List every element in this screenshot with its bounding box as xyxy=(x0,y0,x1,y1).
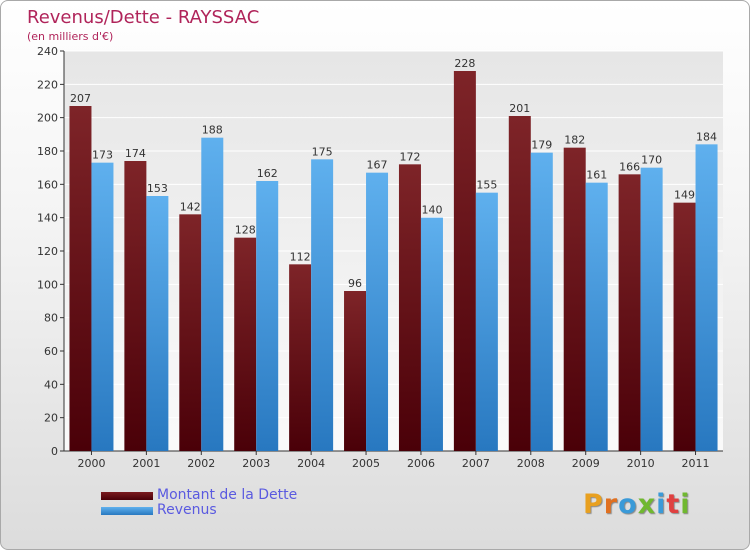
data-label-debt: 207 xyxy=(70,92,91,105)
y-tick-label: 20 xyxy=(44,412,58,425)
data-label-revenue: 153 xyxy=(147,182,168,195)
data-label-debt: 201 xyxy=(509,102,530,115)
bar-debt xyxy=(234,237,257,451)
bar-debt xyxy=(344,291,367,451)
data-label-revenue: 170 xyxy=(641,154,662,167)
y-tick-label: 120 xyxy=(37,245,58,258)
data-label-debt: 174 xyxy=(125,147,146,160)
x-tick-label: 2009 xyxy=(572,457,600,470)
bar-debt xyxy=(179,214,202,451)
y-tick-label: 180 xyxy=(37,145,58,158)
legend-swatch-revenue xyxy=(101,507,153,515)
x-tick-label: 2001 xyxy=(132,457,160,470)
data-label-debt: 112 xyxy=(290,250,311,263)
x-tick-label: 2000 xyxy=(77,457,105,470)
bar-debt xyxy=(398,164,421,452)
x-tick-label: 2011 xyxy=(682,457,710,470)
data-label-revenue: 155 xyxy=(476,179,497,192)
bar-revenue xyxy=(475,192,498,451)
legend-swatch-debt xyxy=(101,492,153,500)
y-tick-label: 220 xyxy=(37,78,58,91)
bar-revenue xyxy=(530,152,553,451)
chart-subtitle: (en milliers d'€) xyxy=(27,30,114,43)
data-label-debt: 149 xyxy=(674,189,695,202)
data-label-revenue: 167 xyxy=(367,159,388,172)
x-tick-label: 2008 xyxy=(517,457,545,470)
y-tick-label: 160 xyxy=(37,178,58,191)
bar-debt xyxy=(124,161,147,451)
y-tick-label: 140 xyxy=(37,212,58,225)
data-label-debt: 228 xyxy=(454,57,475,70)
y-tick-label: 0 xyxy=(51,445,58,458)
bar-revenue xyxy=(640,167,663,451)
bar-revenue xyxy=(256,181,279,451)
data-label-debt: 172 xyxy=(399,150,420,163)
data-label-debt: 128 xyxy=(235,224,256,237)
data-label-revenue: 179 xyxy=(531,139,552,152)
y-tick-label: 100 xyxy=(37,278,58,291)
bar-debt xyxy=(69,106,92,451)
bar-revenue xyxy=(311,159,334,452)
bar-revenue xyxy=(366,172,389,451)
data-label-revenue: 140 xyxy=(421,204,442,217)
bar-debt xyxy=(673,202,696,451)
y-tick-label: 40 xyxy=(44,378,58,391)
data-label-revenue: 188 xyxy=(202,124,223,137)
bar-revenue xyxy=(420,217,443,451)
x-tick-label: 2010 xyxy=(627,457,655,470)
x-tick-label: 2006 xyxy=(407,457,435,470)
data-label-revenue: 173 xyxy=(92,149,113,162)
x-tick-label: 2007 xyxy=(462,457,490,470)
bar-debt xyxy=(563,147,586,451)
proxiti-logo: Proxiti xyxy=(583,489,691,520)
bar-revenue xyxy=(695,144,718,452)
legend-label-debt: Montant de la Dette xyxy=(157,487,298,503)
bar-debt xyxy=(289,264,312,451)
y-tick-label: 60 xyxy=(44,345,58,358)
x-tick-label: 2002 xyxy=(187,457,215,470)
y-tick-label: 240 xyxy=(37,45,58,58)
data-label-debt: 166 xyxy=(619,160,640,173)
data-label-debt: 96 xyxy=(348,277,362,290)
bar-revenue xyxy=(91,162,114,451)
legend-label-revenue: Revenus xyxy=(157,502,217,518)
x-tick-label: 2005 xyxy=(352,457,380,470)
bar-debt xyxy=(618,174,641,452)
chart-title: Revenus/Dette - RAYSSAC xyxy=(27,7,260,28)
x-tick-label: 2004 xyxy=(297,457,325,470)
bar-revenue xyxy=(201,137,224,451)
data-label-revenue: 161 xyxy=(586,169,607,182)
bar-revenue xyxy=(146,196,169,451)
data-label-revenue: 184 xyxy=(696,130,717,143)
data-label-revenue: 175 xyxy=(312,145,333,158)
x-tick-label: 2003 xyxy=(242,457,270,470)
y-tick-label: 80 xyxy=(44,312,58,325)
y-tick-label: 200 xyxy=(37,112,58,125)
bar-debt xyxy=(453,71,476,451)
data-label-debt: 182 xyxy=(564,134,585,147)
data-label-debt: 142 xyxy=(180,200,201,213)
bar-debt xyxy=(508,116,531,451)
bar-revenue xyxy=(585,182,608,451)
data-label-revenue: 162 xyxy=(257,167,278,180)
